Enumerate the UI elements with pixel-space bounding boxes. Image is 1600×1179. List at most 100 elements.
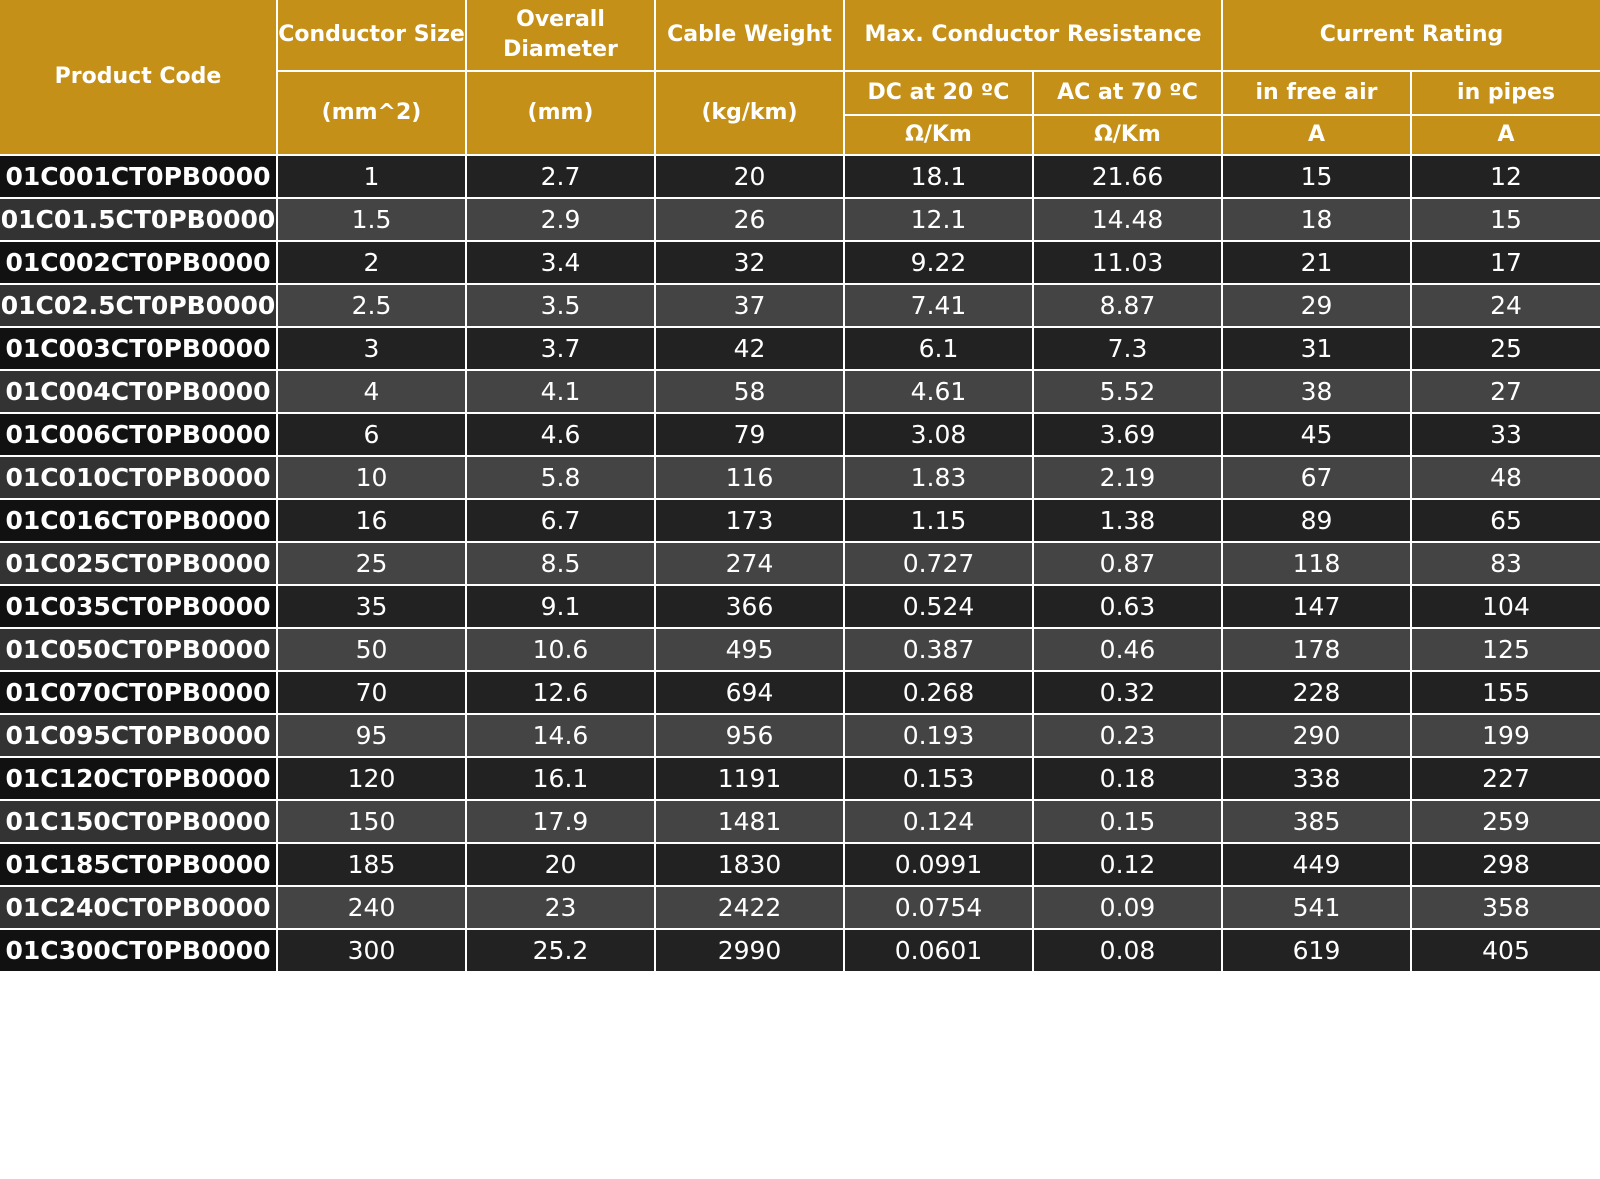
cell-current-free-air: 147: [1221, 584, 1413, 629]
cell-current-pipes: 24: [1410, 283, 1600, 328]
cell-conductor-size: 1: [276, 154, 467, 199]
table-row: 01C003CT0PB0000 3 3.7 42 6.1 7.3 31 25: [0, 326, 1600, 371]
cell-current-free-air: 178: [1221, 627, 1413, 672]
cell-overall-diameter: 4.6: [465, 412, 656, 457]
table-row: 01C010CT0PB0000 10 5.8 116 1.83 2.19 67 48: [0, 455, 1600, 500]
cell-product-code: 01C001CT0PB0000: [0, 154, 278, 199]
header-ac: AC at 70 ºC: [1031, 70, 1224, 116]
cell-overall-diameter: 6.7: [465, 498, 656, 543]
cell-conductor-size: 10: [276, 455, 467, 500]
cell-conductor-size: 16: [276, 498, 467, 543]
cell-conductor-size: 150: [276, 799, 467, 844]
cell-ac-resistance: 3.69: [1031, 412, 1224, 457]
cell-ac-resistance: 7.3: [1031, 326, 1224, 371]
cell-conductor-size: 6: [276, 412, 467, 457]
cell-conductor-size: 300: [276, 928, 467, 973]
table-header: Product Code Conductor Size Overall Diam…: [0, 0, 1600, 156]
table-row: 01C016CT0PB0000 16 6.7 173 1.15 1.38 89 65: [0, 498, 1600, 543]
table-row: 01C120CT0PB0000 120 16.1 1191 0.153 0.18 338 22…: [0, 756, 1600, 801]
cell-ac-resistance: 8.87: [1031, 283, 1224, 328]
cell-dc-resistance: 0.524: [843, 584, 1034, 629]
cell-current-pipes: 17: [1410, 240, 1600, 285]
cell-overall-diameter: 20: [465, 842, 656, 887]
cell-cable-weight: 694: [654, 670, 845, 715]
cell-conductor-size: 1.5: [276, 197, 467, 242]
cell-overall-diameter: 3.4: [465, 240, 656, 285]
cell-current-free-air: 38: [1221, 369, 1413, 414]
cell-overall-diameter: 10.6: [465, 627, 656, 672]
cell-current-free-air: 29: [1221, 283, 1413, 328]
header-dc: DC at 20 ºC: [843, 70, 1034, 116]
header-conductor-size: Conductor Size: [276, 0, 467, 72]
cell-current-pipes: 155: [1410, 670, 1600, 715]
cell-cable-weight: 42: [654, 326, 845, 371]
cell-overall-diameter: 16.1: [465, 756, 656, 801]
cell-dc-resistance: 0.727: [843, 541, 1034, 586]
cell-cable-weight: 2422: [654, 885, 845, 930]
cell-dc-resistance: 0.0754: [843, 885, 1034, 930]
cell-overall-diameter: 2.9: [465, 197, 656, 242]
table-row: 01C01.5CT0PB0000 1.5 2.9 26 12.1 14.48 18 15: [0, 197, 1600, 242]
cell-ac-resistance: 0.87: [1031, 541, 1224, 586]
cell-overall-diameter: 3.7: [465, 326, 656, 371]
cell-product-code: 01C010CT0PB0000: [0, 455, 278, 500]
cable-spec-table: Product Code Conductor Size Overall Diam…: [0, 0, 1600, 973]
table-row: 01C240CT0PB0000 240 23 2422 0.0754 0.09 541 358: [0, 885, 1600, 930]
cell-cable-weight: 2990: [654, 928, 845, 973]
cell-current-free-air: 118: [1221, 541, 1413, 586]
table-row: 01C006CT0PB0000 6 4.6 79 3.08 3.69 45 33: [0, 412, 1600, 457]
table-row: 01C002CT0PB0000 2 3.4 32 9.22 11.03 21 17: [0, 240, 1600, 285]
cell-cable-weight: 956: [654, 713, 845, 758]
cell-ac-resistance: 5.52: [1031, 369, 1224, 414]
cell-current-pipes: 298: [1410, 842, 1600, 887]
cell-current-free-air: 89: [1221, 498, 1413, 543]
cell-current-pipes: 227: [1410, 756, 1600, 801]
cell-dc-resistance: 3.08: [843, 412, 1034, 457]
cell-conductor-size: 2.5: [276, 283, 467, 328]
cell-dc-resistance: 0.0991: [843, 842, 1034, 887]
cell-dc-resistance: 1.15: [843, 498, 1034, 543]
cell-overall-diameter: 14.6: [465, 713, 656, 758]
table-row: 01C070CT0PB0000 70 12.6 694 0.268 0.32 228 155: [0, 670, 1600, 715]
cell-dc-resistance: 4.61: [843, 369, 1034, 414]
header-free-air: in free air: [1221, 70, 1413, 116]
cell-dc-resistance: 0.124: [843, 799, 1034, 844]
header-current-rating: Current Rating: [1221, 0, 1600, 72]
cell-product-code: 01C035CT0PB0000: [0, 584, 278, 629]
table-row: 01C095CT0PB0000 95 14.6 956 0.193 0.23 290 199: [0, 713, 1600, 758]
cell-current-free-air: 228: [1221, 670, 1413, 715]
cell-product-code: 01C150CT0PB0000: [0, 799, 278, 844]
cell-ac-resistance: 0.12: [1031, 842, 1224, 887]
cell-cable-weight: 32: [654, 240, 845, 285]
cell-current-pipes: 104: [1410, 584, 1600, 629]
header-overall-diameter-unit: (mm): [465, 70, 656, 156]
cell-conductor-size: 185: [276, 842, 467, 887]
cell-dc-resistance: 1.83: [843, 455, 1034, 500]
cell-current-free-air: 21: [1221, 240, 1413, 285]
cell-cable-weight: 1481: [654, 799, 845, 844]
cell-current-free-air: 45: [1221, 412, 1413, 457]
header-product-code: Product Code: [0, 0, 278, 156]
cell-dc-resistance: 6.1: [843, 326, 1034, 371]
table-row: 01C150CT0PB0000 150 17.9 1481 0.124 0.15 385 25…: [0, 799, 1600, 844]
cell-ac-resistance: 1.38: [1031, 498, 1224, 543]
table-row: 01C300CT0PB0000 300 25.2 2990 0.0601 0.08 619 4…: [0, 928, 1600, 973]
cell-overall-diameter: 9.1: [465, 584, 656, 629]
cell-cable-weight: 26: [654, 197, 845, 242]
cell-current-pipes: 65: [1410, 498, 1600, 543]
cell-cable-weight: 1830: [654, 842, 845, 887]
cell-conductor-size: 95: [276, 713, 467, 758]
cell-cable-weight: 366: [654, 584, 845, 629]
cell-product-code: 01C240CT0PB0000: [0, 885, 278, 930]
cell-cable-weight: 1191: [654, 756, 845, 801]
cell-product-code: 01C095CT0PB0000: [0, 713, 278, 758]
table-row: 01C02.5CT0PB0000 2.5 3.5 37 7.41 8.87 29 24: [0, 283, 1600, 328]
cell-ac-resistance: 11.03: [1031, 240, 1224, 285]
cell-cable-weight: 274: [654, 541, 845, 586]
cell-conductor-size: 2: [276, 240, 467, 285]
cell-overall-diameter: 23: [465, 885, 656, 930]
cell-overall-diameter: 12.6: [465, 670, 656, 715]
cell-conductor-size: 3: [276, 326, 467, 371]
table-body: 01C001CT0PB0000 1 2.7 20 18.1 21.66 15 12 01C01.…: [0, 154, 1600, 973]
header-overall-diameter: Overall Diameter: [465, 0, 656, 72]
